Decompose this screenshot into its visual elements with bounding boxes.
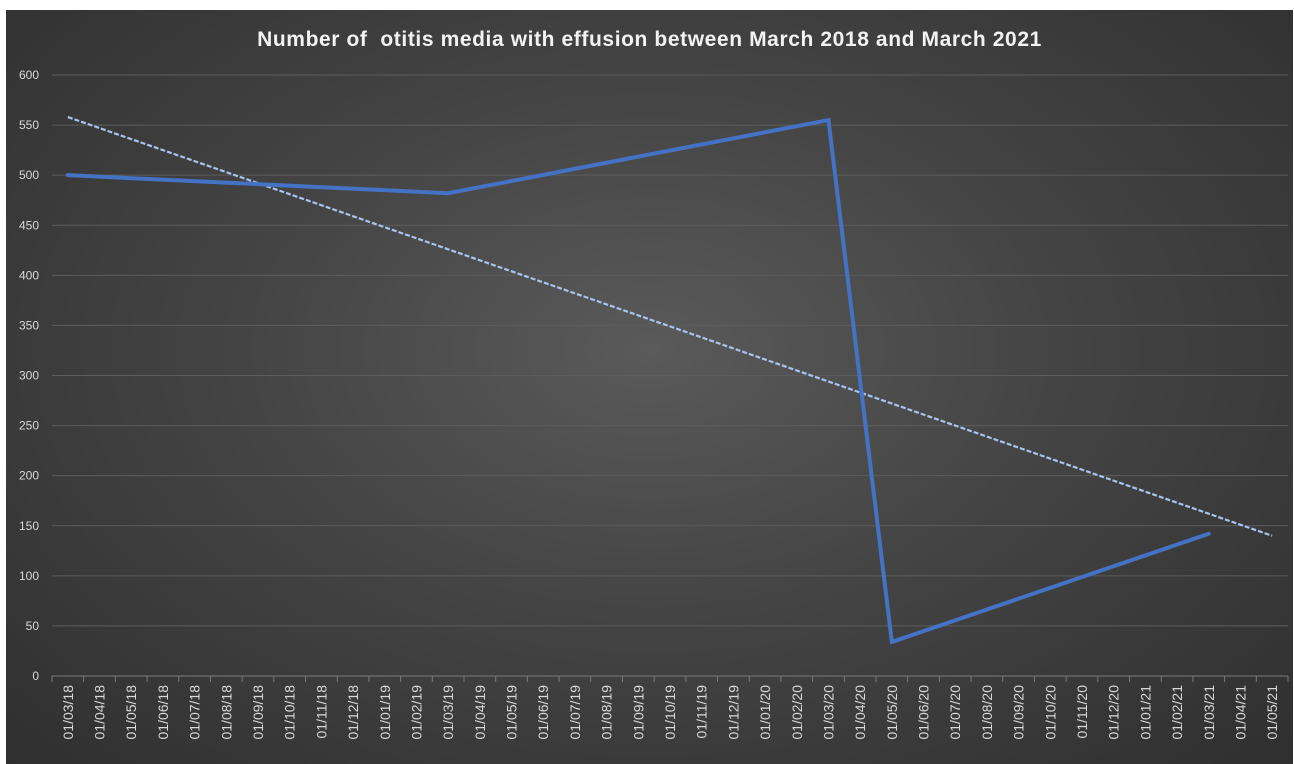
x-tick-label: 01/07/20 <box>947 685 963 740</box>
x-tick-label: 01/10/18 <box>282 685 298 740</box>
x-tick-label: 01/06/18 <box>155 685 171 740</box>
trendline <box>67 116 1273 537</box>
x-tick-label: 01/11/19 <box>694 685 710 739</box>
x-tick-label: 01/09/19 <box>630 685 646 740</box>
gridlines <box>52 74 1288 677</box>
y-tick-label: 300 <box>19 369 39 383</box>
series-line <box>65 117 1211 645</box>
chart-title: Number of otitis media with effusion bet… <box>257 28 1042 51</box>
x-tick-label: 01/05/19 <box>504 685 520 740</box>
chart-svg: 0 50 100 150 200 250 300 350 400 450 500 550 600 01/… <box>19 68 1289 740</box>
y-tick-label: 0 <box>32 669 39 683</box>
y-tick-label: 150 <box>19 519 39 533</box>
chart-area: Number of otitis media with effusion bet… <box>6 10 1293 764</box>
y-tick-label: 200 <box>19 469 39 483</box>
x-tick-label: 01/02/19 <box>408 685 424 740</box>
x-tick-label: 01/08/20 <box>979 685 995 740</box>
data-point <box>446 191 450 195</box>
y-tick-label: 50 <box>26 619 40 633</box>
x-tick-label: 01/06/19 <box>535 685 551 740</box>
x-tick-label: 01/07/19 <box>567 685 583 740</box>
data-point <box>1207 532 1211 536</box>
x-tick-label: 01/03/21 <box>1201 685 1217 740</box>
x-tick-label: 01/04/20 <box>852 685 868 740</box>
y-tick-label: 550 <box>19 118 39 132</box>
x-tick-label: 01/06/20 <box>916 685 932 740</box>
data-point <box>66 173 70 177</box>
x-tick-label: 01/01/21 <box>1137 685 1153 740</box>
x-tick-label: 01/12/19 <box>725 685 741 740</box>
y-tick-label: 500 <box>19 168 39 182</box>
x-tick-label: 01/01/20 <box>757 685 773 740</box>
x-tick-label: 01/12/20 <box>1106 685 1122 740</box>
data-point <box>826 118 830 122</box>
x-tick-label: 01/09/20 <box>1011 685 1027 740</box>
x-tick-label: 01/08/18 <box>218 685 234 740</box>
x-tick-label: 01/10/19 <box>662 685 678 740</box>
x-tick-label: 01/12/18 <box>345 685 361 740</box>
x-tick-label: 01/04/19 <box>472 685 488 740</box>
x-tick-label: 01/03/18 <box>60 685 76 740</box>
x-tick-label: 01/01/19 <box>377 685 393 740</box>
x-tick-label: 01/03/19 <box>440 685 456 740</box>
x-tick-label: 01/08/19 <box>599 685 615 740</box>
series <box>65 117 1211 645</box>
x-tick-label: 01/02/20 <box>789 685 805 740</box>
trendline-line <box>67 116 1273 537</box>
x-tick-label: 01/03/20 <box>820 685 836 740</box>
x-tick-label: 01/05/18 <box>123 685 139 740</box>
y-tick-label: 600 <box>19 68 39 82</box>
x-tick-label: 01/05/20 <box>884 685 900 740</box>
data-point <box>890 640 894 644</box>
x-tick-label: 01/11/18 <box>313 685 329 739</box>
x-tick-label: 01/10/20 <box>1042 685 1058 740</box>
x-axis: 01/03/18 01/04/18 01/05/18 01/06/18 01/07/18… <box>51 676 1289 740</box>
y-tick-label: 100 <box>19 569 39 583</box>
y-axis: 0 50 100 150 200 250 300 350 400 450 500 550 600 <box>19 68 39 683</box>
x-tick-label: 01/11/20 <box>1074 685 1090 739</box>
x-tick-label: 01/09/18 <box>250 685 266 740</box>
x-tick-label: 01/04/21 <box>1232 685 1248 740</box>
y-tick-label: 400 <box>19 268 39 282</box>
y-tick-label: 350 <box>19 318 39 332</box>
x-tick-label: 01/07/18 <box>187 685 203 740</box>
x-tick-label: 01/02/21 <box>1169 685 1185 740</box>
x-tick-label: 01/04/18 <box>92 685 108 740</box>
y-tick-label: 450 <box>19 218 39 232</box>
y-tick-label: 250 <box>19 419 39 433</box>
x-tick-label: 01/05/21 <box>1264 685 1280 740</box>
